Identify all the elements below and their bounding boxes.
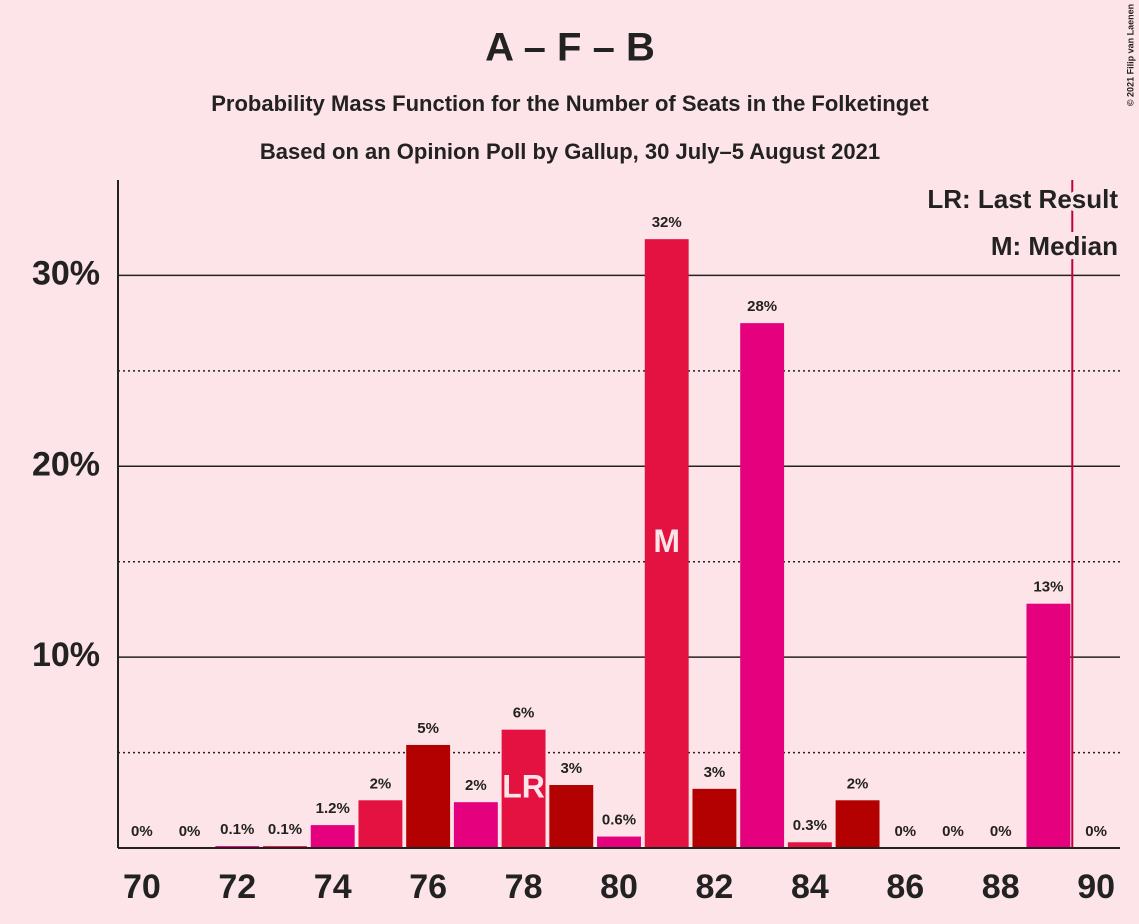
x-tick-label: 74	[314, 868, 352, 906]
chart-title: A – F – B	[485, 26, 655, 70]
value-label: 0%	[1085, 823, 1107, 840]
x-tick-label: 84	[791, 868, 829, 906]
value-label: 32%	[652, 214, 682, 231]
bar	[453, 802, 498, 848]
copyright: © 2021 Filip van Laenen	[1125, 4, 1135, 106]
bar-marker: LR	[502, 768, 545, 804]
x-tick-label: 70	[123, 868, 161, 906]
value-label: 2%	[370, 775, 392, 792]
value-label: 0%	[990, 823, 1012, 840]
bar	[692, 788, 737, 848]
value-label: 13%	[1033, 579, 1063, 596]
legend-entry: M: Median	[991, 231, 1118, 261]
value-label: 28%	[747, 298, 777, 315]
value-label: 0%	[942, 823, 964, 840]
value-label: 0.3%	[793, 817, 827, 834]
x-tick-label: 90	[1077, 868, 1115, 906]
chart-subtitle: Probability Mass Function for the Number…	[211, 91, 929, 116]
value-label: 0.1%	[220, 821, 254, 838]
x-tick-label: 88	[982, 868, 1020, 906]
value-label: 5%	[417, 720, 439, 737]
bar	[549, 785, 594, 848]
x-tick-label: 72	[218, 868, 256, 906]
value-label: 6%	[513, 705, 535, 722]
x-tick-label: 76	[409, 868, 447, 906]
value-label: 2%	[847, 775, 869, 792]
value-label: 0%	[131, 823, 153, 840]
bar-marker: M	[653, 523, 680, 559]
chart-subtitle: Based on an Opinion Poll by Gallup, 30 J…	[260, 139, 880, 164]
bar	[787, 842, 832, 848]
bar	[406, 744, 451, 848]
bar	[597, 836, 641, 848]
x-tick-label: 78	[505, 868, 543, 906]
value-label: 0.1%	[268, 821, 302, 838]
y-tick-label: 20%	[32, 445, 100, 483]
bar	[310, 825, 355, 848]
value-label: 3%	[560, 760, 582, 777]
value-label: 1.2%	[316, 800, 350, 817]
x-tick-label: 82	[696, 868, 734, 906]
value-label: 0%	[179, 823, 201, 840]
x-tick-label: 80	[600, 868, 638, 906]
value-label: 2%	[465, 777, 487, 794]
y-tick-label: 10%	[32, 636, 100, 674]
bar	[1026, 603, 1071, 848]
value-label: 3%	[704, 764, 726, 781]
y-tick-label: 30%	[32, 254, 100, 292]
x-tick-label: 86	[886, 868, 924, 906]
bar	[501, 729, 546, 848]
bar	[835, 800, 880, 848]
bar	[644, 239, 689, 848]
bar	[358, 800, 403, 848]
value-label: 0.6%	[602, 812, 636, 829]
legend-entry: LR: Last Result	[927, 184, 1118, 214]
bar	[740, 323, 785, 849]
value-label: 0%	[894, 823, 916, 840]
